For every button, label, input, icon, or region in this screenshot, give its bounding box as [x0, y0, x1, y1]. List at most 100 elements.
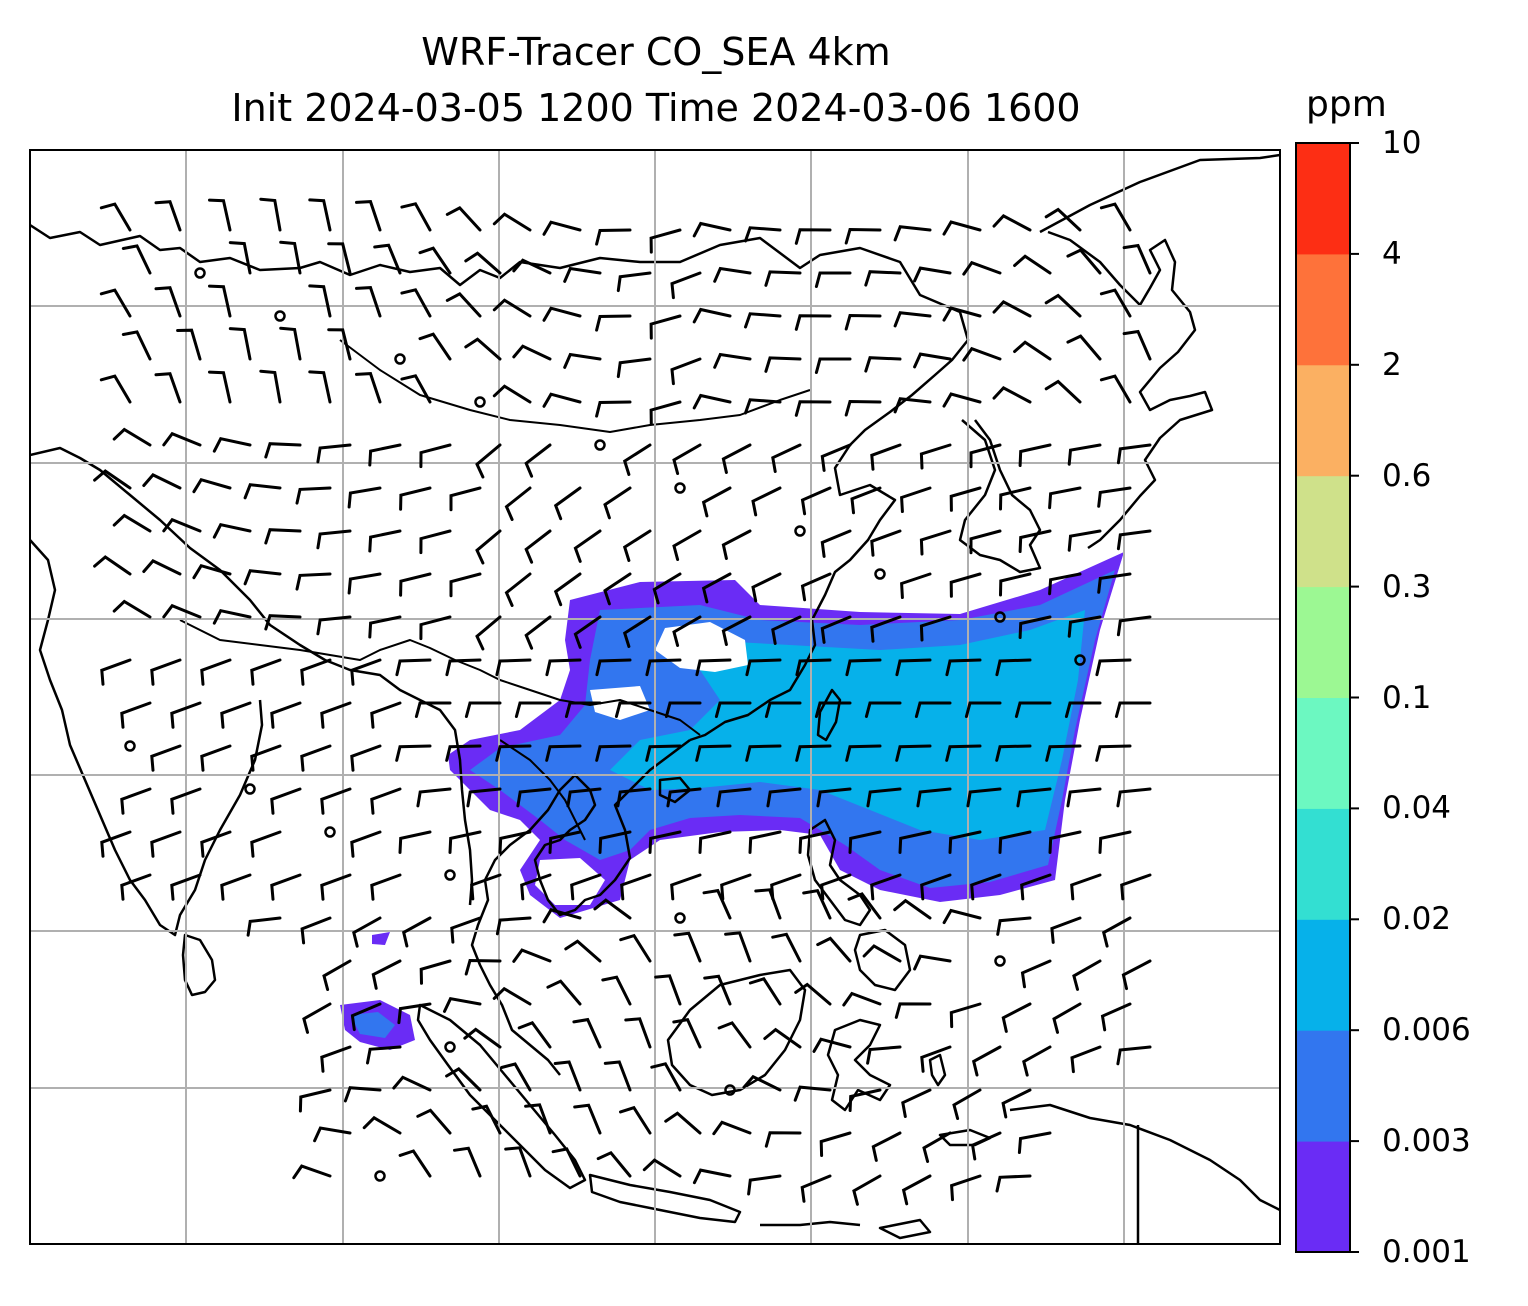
wind-barb — [270, 701, 302, 729]
wind-barb — [495, 916, 532, 936]
wind-barb — [395, 658, 432, 677]
wind-barb — [1116, 1045, 1152, 1066]
wind-barb — [1100, 1002, 1132, 1032]
wind-barb — [1095, 744, 1132, 762]
wind-barb — [121, 330, 152, 361]
wind-barb — [495, 744, 532, 762]
wind-barb — [742, 1074, 782, 1092]
wind-barb — [1116, 615, 1152, 637]
wind-barb — [717, 1021, 752, 1049]
wind-barb — [970, 1131, 1002, 1161]
wind-barb — [347, 572, 382, 595]
wind-barb — [649, 400, 682, 426]
wind-barb — [603, 486, 632, 520]
wind-barb — [995, 1174, 1032, 1193]
wind-barb — [398, 830, 432, 854]
wind-barb — [99, 202, 132, 232]
wind-barb — [695, 658, 732, 677]
wind-barb — [969, 443, 1002, 469]
wind-barb — [572, 1017, 602, 1049]
wind-barb — [795, 658, 832, 677]
wind-barb — [371, 959, 402, 990]
wind-barbs — [93, 197, 1152, 1206]
wind-barb — [1013, 254, 1052, 275]
wind-barb — [652, 572, 682, 605]
wind-barb — [250, 658, 282, 686]
wind-barb — [270, 873, 302, 901]
wind-barb — [316, 615, 352, 636]
wind-barb — [553, 486, 582, 521]
wind-barb — [120, 701, 152, 729]
wind-barb — [292, 1164, 332, 1180]
wind-barb — [614, 701, 652, 718]
colorbar-segment — [1296, 808, 1350, 920]
wind-barb — [208, 198, 232, 232]
wind-barb — [744, 312, 782, 329]
wind-calm-marker — [324, 826, 336, 838]
wind-barb — [320, 873, 352, 901]
wind-barb — [913, 266, 952, 283]
colorbar-segment — [1296, 919, 1350, 1031]
wind-barb — [162, 603, 202, 619]
wind-barb — [992, 386, 1032, 404]
wind-barb — [622, 443, 652, 476]
wind-barb — [1097, 572, 1132, 594]
wind-barb — [162, 517, 202, 533]
wind-barb — [370, 701, 402, 729]
wind-barb — [793, 1085, 832, 1102]
wind-barb — [721, 443, 752, 474]
wind-barb — [745, 744, 782, 762]
wind-calm-marker — [444, 869, 456, 881]
wind-barb — [1018, 615, 1052, 639]
wind-barb — [820, 529, 852, 558]
wind-barb — [619, 933, 652, 963]
wind-barb — [1020, 959, 1052, 989]
wind-barb — [645, 744, 682, 762]
wind-barb — [816, 936, 852, 963]
wind-barb — [370, 873, 402, 901]
wind-barb — [870, 615, 902, 643]
wind-barb — [445, 658, 482, 677]
wind-barb — [416, 1108, 452, 1135]
wind-calm-marker — [724, 1084, 736, 1096]
wind-barb — [192, 563, 232, 580]
wind-barb — [850, 486, 882, 515]
wind-barb — [692, 393, 732, 410]
wind-barb — [170, 787, 202, 815]
wind-barb — [150, 658, 182, 686]
wind-barb — [802, 889, 832, 920]
wind-barb — [664, 1111, 702, 1135]
wind-barb — [418, 246, 452, 275]
wind-barb — [300, 744, 332, 772]
wind-calm-marker — [674, 482, 686, 494]
coast-sri-lanka — [181, 933, 217, 997]
wind-barb — [745, 658, 782, 677]
wind-barb — [453, 1146, 482, 1178]
plume-sw-core — [350, 1012, 395, 1038]
border-laos-vietnam — [499, 739, 586, 841]
wind-barb — [1048, 572, 1082, 596]
wind-barb — [316, 443, 352, 464]
wind-barb — [121, 244, 152, 275]
wind-barb — [893, 225, 932, 242]
wind-barb — [866, 787, 902, 808]
wind-barb — [848, 830, 882, 854]
coast-china-east — [689, 444, 897, 742]
wind-barb — [893, 397, 932, 414]
wind-barb — [200, 830, 232, 858]
wind-barb — [744, 398, 782, 415]
wind-barb — [900, 572, 932, 599]
wind-barb — [1070, 873, 1102, 901]
wind-barb — [350, 1002, 382, 1032]
wind-barb — [542, 392, 582, 408]
wind-barb — [246, 916, 282, 937]
wind-barb — [992, 300, 1032, 318]
wind-barb — [524, 443, 552, 478]
wind-barb — [495, 658, 532, 677]
wind-barb — [93, 469, 132, 490]
wind-barb — [601, 975, 632, 1006]
wind-calm-marker — [124, 740, 136, 752]
wind-barb — [212, 608, 252, 625]
wind-barb — [1120, 873, 1152, 901]
wind-barb — [950, 1174, 982, 1202]
